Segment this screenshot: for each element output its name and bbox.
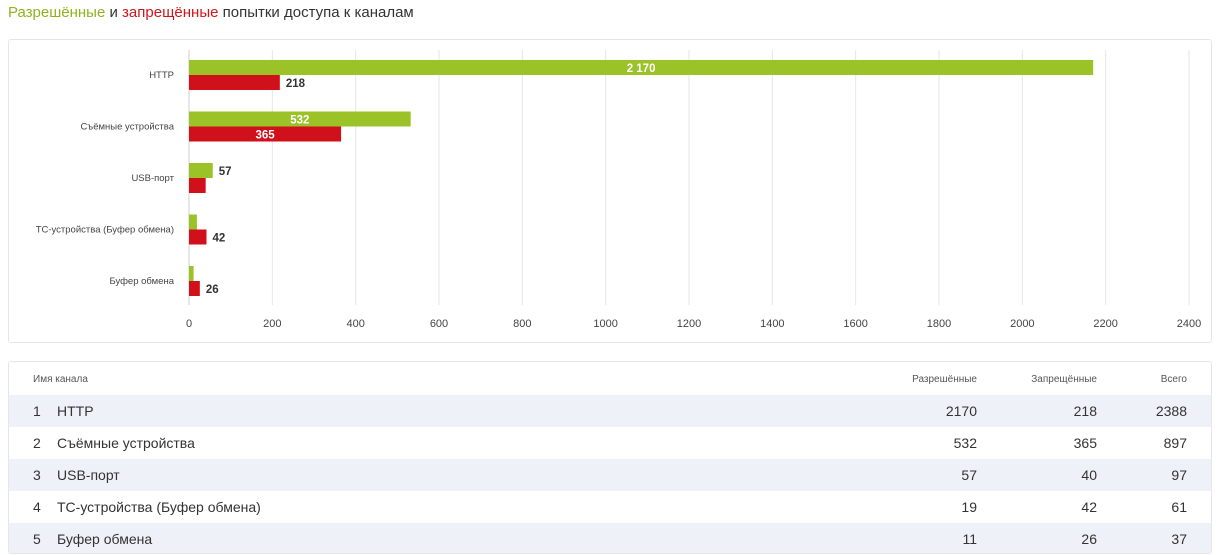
row-denied-count: 40 xyxy=(1081,467,1097,483)
table-row[interactable]: 3 USB-порт 57 40 97 xyxy=(9,459,1211,491)
row-allowed-count: 11 xyxy=(962,531,977,547)
row-index: 2 xyxy=(33,435,41,451)
x-tick-label: 200 xyxy=(263,318,281,330)
data-label-allowed: 57 xyxy=(219,166,232,178)
row-denied-count: 26 xyxy=(1081,531,1097,547)
row-allowed-count: 19 xyxy=(961,499,977,515)
col-denied-header[interactable]: Запрещённые xyxy=(1031,374,1097,385)
channel-table: Имя канала Разрешённые Запрещённые Всего… xyxy=(8,361,1212,554)
table-row[interactable]: 1 HTTP 2170 218 2388 xyxy=(9,395,1211,427)
bar-denied xyxy=(189,229,207,245)
x-tick-label: 1200 xyxy=(677,318,701,330)
bar-denied xyxy=(189,281,200,296)
title-and-word: и xyxy=(109,4,118,21)
bar-allowed xyxy=(189,163,213,178)
row-total-count: 2388 xyxy=(1155,403,1187,419)
row-index: 3 xyxy=(33,467,41,483)
row-total-count: 37 xyxy=(1171,531,1187,547)
row-channel-name: Буфер обмена xyxy=(57,531,153,547)
row-channel-name: Съёмные устройства xyxy=(57,435,195,451)
row-total-count: 897 xyxy=(1163,435,1187,451)
bar-allowed xyxy=(189,111,411,127)
x-tick-label: 2200 xyxy=(1093,318,1117,330)
x-tick-label: 0 xyxy=(186,318,192,330)
row-allowed-count: 57 xyxy=(961,467,977,483)
x-tick-label: 2000 xyxy=(1010,318,1034,330)
table-header: Имя канала Разрешённые Запрещённые Всего xyxy=(9,362,1211,395)
x-tick-label: 1000 xyxy=(593,318,617,330)
col-allowed-header[interactable]: Разрешённые xyxy=(912,374,977,385)
row-index: 4 xyxy=(33,499,41,515)
bar-denied xyxy=(189,178,206,193)
data-label-denied: 218 xyxy=(286,78,306,90)
data-label-allowed: 2 170 xyxy=(627,63,656,75)
row-allowed-count: 2170 xyxy=(945,403,977,419)
row-denied-count: 218 xyxy=(1073,403,1097,419)
data-label-allowed: 532 xyxy=(290,115,309,127)
col-name-header[interactable]: Имя канала xyxy=(33,374,88,385)
row-index: 1 xyxy=(33,403,41,419)
table-row[interactable]: 5 Буфер обмена 11 26 37 xyxy=(9,523,1211,553)
bar-denied xyxy=(189,126,342,142)
chart-card: 0 200 400 600 800 1000 1200 1400 1600 1800 2000 220… xyxy=(8,39,1212,343)
row-allowed-count: 532 xyxy=(953,435,977,451)
title-rest: попытки доступа к каналам xyxy=(222,4,414,21)
row-denied-count: 42 xyxy=(1081,499,1097,515)
x-tick-label: 400 xyxy=(346,318,364,330)
bar-allowed xyxy=(189,60,1094,75)
row-total-count: 61 xyxy=(1171,499,1187,515)
x-tick-label: 600 xyxy=(430,318,448,330)
data-label-denied: 42 xyxy=(213,233,226,245)
category-label: ТС-устройства (Буфер обмена) xyxy=(36,225,174,236)
table-row[interactable]: 4 ТС-устройства (Буфер обмена) 19 42 61 xyxy=(9,491,1211,523)
category-label: HTTP xyxy=(149,70,174,81)
data-label-denied: 26 xyxy=(206,284,219,296)
page-title: Разрешённые и запрещённые попытки доступ… xyxy=(8,4,414,22)
x-tick-label: 2400 xyxy=(1177,318,1201,330)
x-tick-label: 1600 xyxy=(843,318,867,330)
row-channel-name: USB-порт xyxy=(57,467,120,483)
row-channel-name: HTTP xyxy=(57,403,94,419)
table-row[interactable]: 2 Съёмные устройства 532 365 897 xyxy=(9,427,1211,459)
bar-allowed xyxy=(189,214,197,230)
category-label: USB-порт xyxy=(131,173,174,184)
row-denied-count: 365 xyxy=(1073,435,1097,451)
x-tick-label: 1800 xyxy=(927,318,951,330)
title-denied-word: запрещённые xyxy=(122,4,219,21)
row-index: 5 xyxy=(33,531,41,547)
data-label-denied: 365 xyxy=(255,130,275,142)
title-allowed-word: Разрешённые xyxy=(8,4,106,21)
category-label: Съёмные устройства xyxy=(80,122,174,133)
x-tick-label: 1400 xyxy=(760,318,784,330)
bar-allowed xyxy=(189,266,194,281)
x-tick-label: 800 xyxy=(513,318,531,330)
col-total-header[interactable]: Всего xyxy=(1160,374,1187,385)
category-label: Буфер обмена xyxy=(109,276,174,287)
row-total-count: 97 xyxy=(1171,467,1187,483)
bar-denied xyxy=(189,75,280,90)
bar-chart: 0 200 400 600 800 1000 1200 1400 1600 1800 2000 220… xyxy=(36,50,1201,330)
row-channel-name: ТС-устройства (Буфер обмена) xyxy=(57,499,261,515)
